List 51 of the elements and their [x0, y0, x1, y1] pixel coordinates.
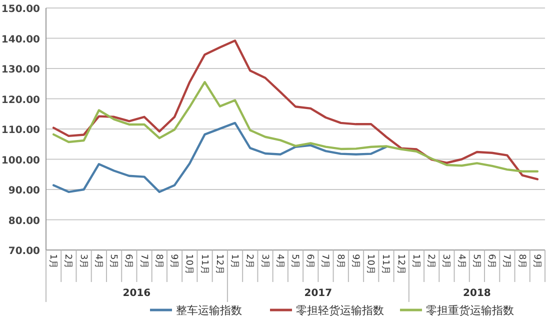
x-tick-label: 11月	[380, 254, 390, 274]
x-tick-label: 5月	[290, 254, 300, 269]
x-tick-label: 7月	[320, 254, 330, 269]
y-tick-label: 90.00	[8, 186, 40, 196]
x-tick-label: 10月	[365, 254, 376, 274]
text: 2017	[304, 288, 332, 299]
x-tick-label: 7月	[138, 254, 148, 269]
x-tick-label: 2月	[244, 254, 254, 269]
line-series	[52, 40, 539, 180]
x-tick-label: 8月	[516, 254, 526, 269]
x-tick-label: 12月	[395, 254, 406, 274]
x-tick-label: 9月	[350, 254, 360, 269]
x-tick-label: 5月	[470, 254, 481, 269]
x-tick-label: 2月	[426, 254, 436, 269]
x-tick-label: 6月	[304, 254, 315, 269]
x-tick-label: 6月	[486, 254, 496, 269]
line-series	[52, 122, 388, 194]
x-tick-label: 4月	[274, 254, 284, 269]
x-tick-label: 1月	[410, 254, 420, 269]
y-tick-label: 80.00	[8, 216, 40, 227]
y-tick-label: 110.00	[1, 125, 40, 136]
x-tick-label: 3月	[78, 254, 88, 269]
x-tick-label: 4月	[456, 254, 466, 269]
x-tick-label: 3月	[259, 254, 270, 269]
x-tick-label: 1月	[229, 254, 240, 269]
x-tick-label: 11月	[198, 254, 209, 274]
text: 2016	[122, 288, 151, 299]
x-tick-label: 9月	[531, 254, 542, 269]
x-tick-label: 6月	[123, 254, 134, 269]
x-tick-label: 9月	[168, 254, 179, 269]
text: 2018	[463, 288, 491, 299]
y-tick-label: 130.00	[1, 64, 40, 76]
x-tick-label: 12月	[214, 254, 224, 274]
x-tick-label: 1月	[48, 254, 58, 269]
line-series	[52, 81, 539, 172]
y-tick-label: 70.00	[8, 246, 40, 257]
legend-label: 整车运输指数	[176, 304, 242, 317]
y-tick-label: 150.00	[1, 4, 40, 15]
y-tick-label: 120.00	[1, 94, 40, 106]
x-tick-label: 10月	[184, 254, 194, 274]
y-tick-label: 100.00	[1, 155, 40, 166]
x-tick-label: 4月	[92, 254, 103, 269]
x-tick-label: 5月	[108, 254, 118, 269]
legend-label: 零担重货运输指数	[426, 304, 514, 317]
x-tick-label: 3月	[440, 254, 451, 269]
x-tick-label: 2月	[62, 254, 73, 269]
y-tick-label: 140.00	[1, 34, 40, 46]
x-tick-label: 8月	[334, 254, 345, 269]
legend-label: 零担轻货运输指数	[296, 304, 384, 317]
x-tick-label: 7月	[501, 254, 512, 269]
x-tick-label: 8月	[153, 254, 164, 269]
